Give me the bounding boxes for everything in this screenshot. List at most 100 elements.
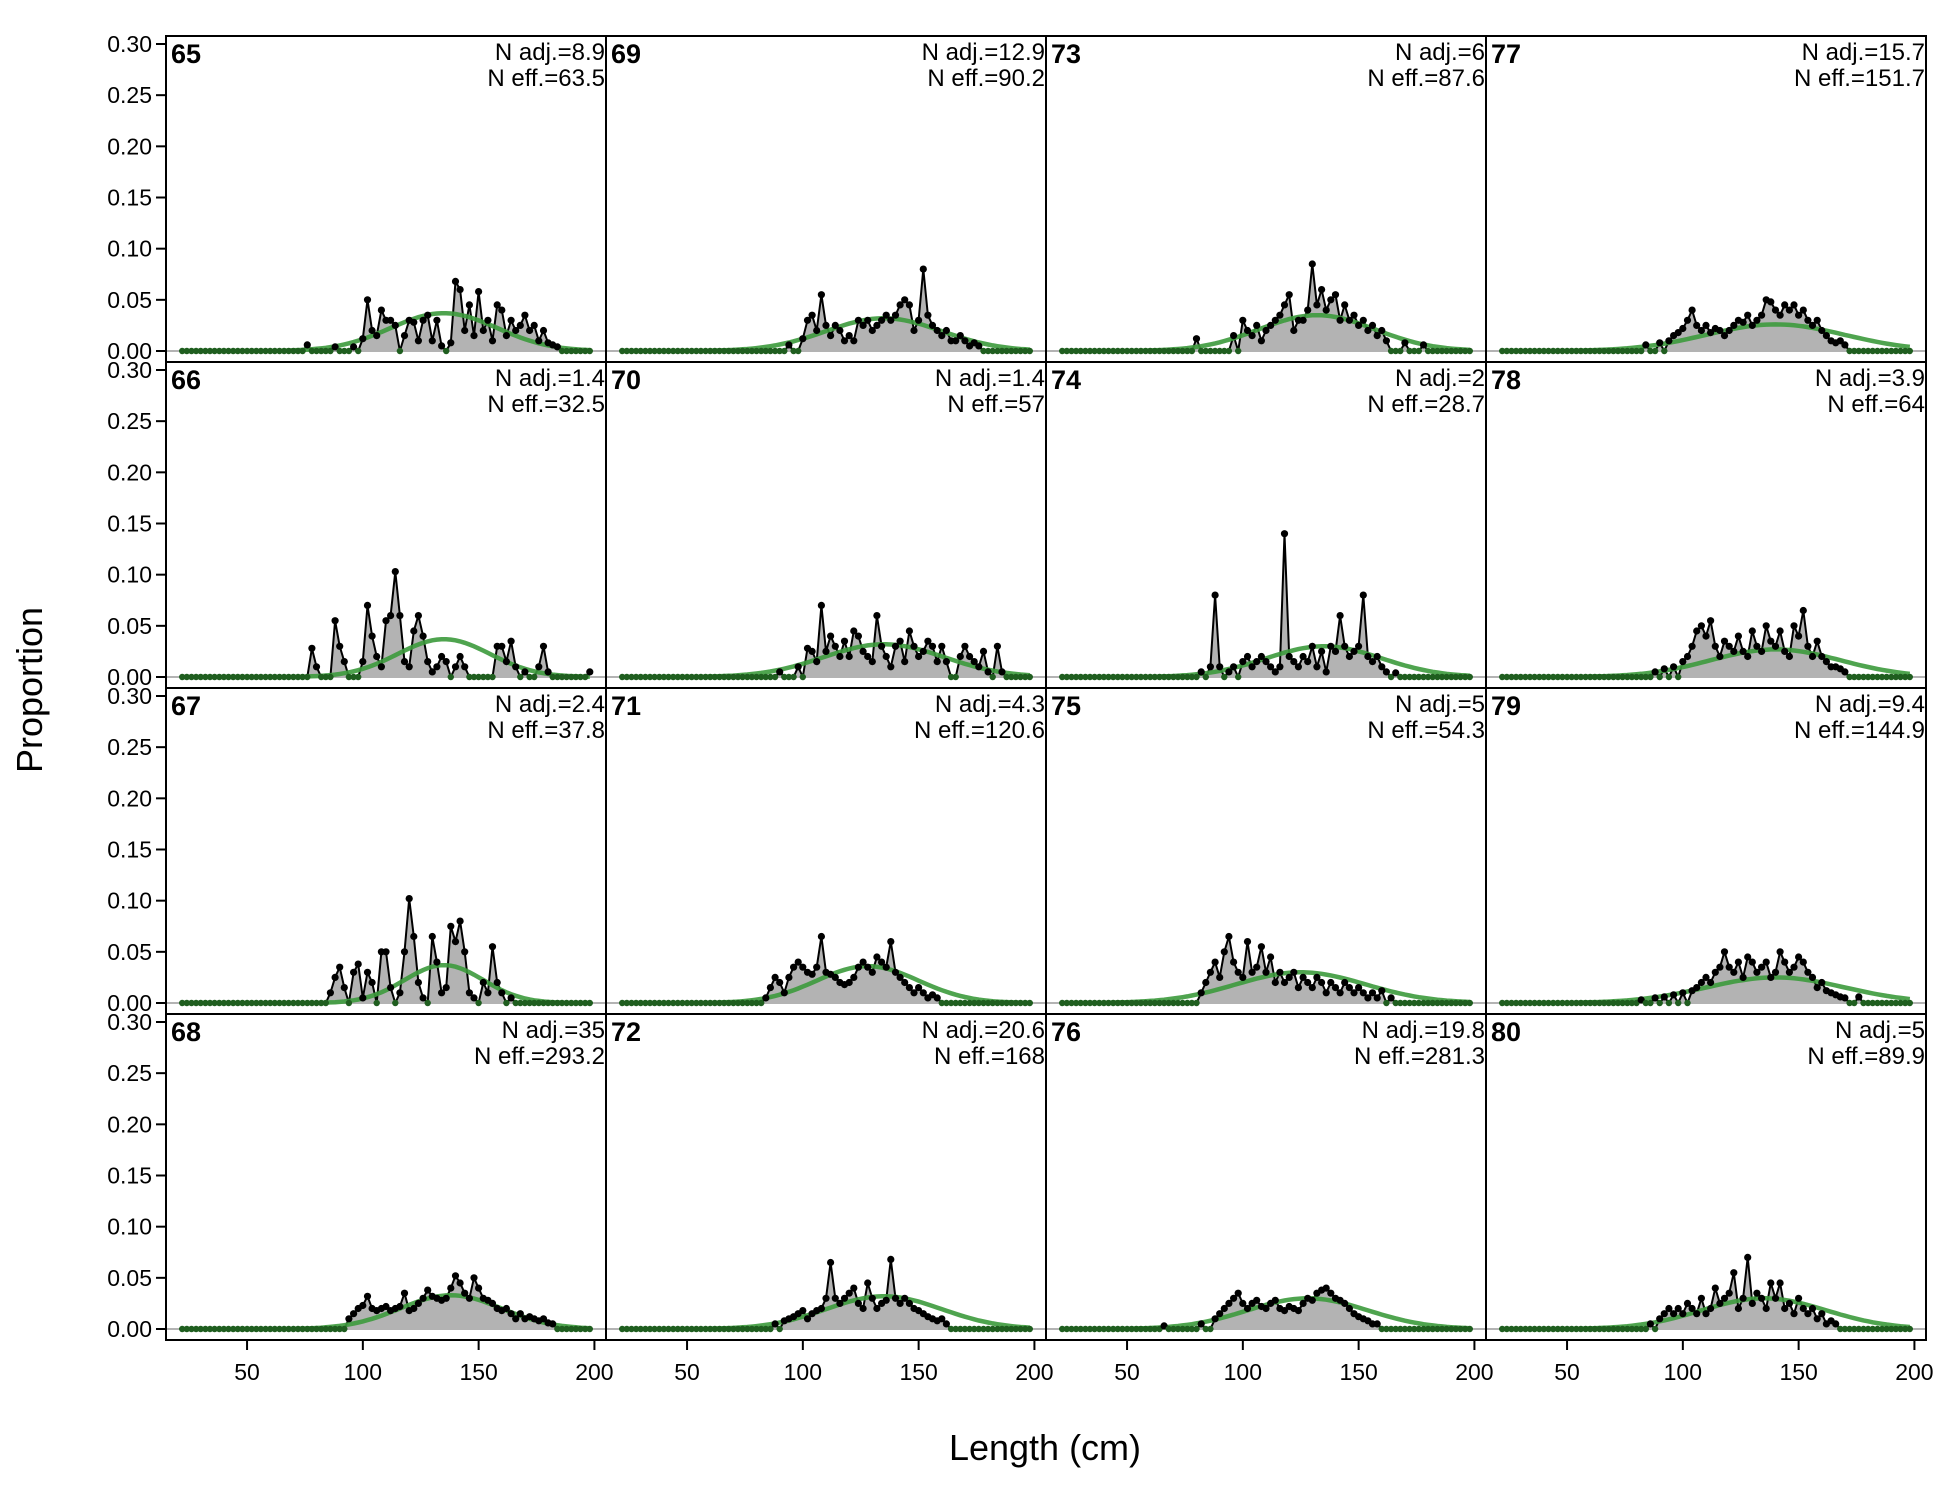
observed-point — [642, 347, 649, 355]
observed-point — [1605, 673, 1612, 681]
observed-point — [206, 1325, 214, 1333]
observed-point — [1345, 1304, 1353, 1313]
observed-point — [1795, 632, 1803, 640]
observed-point — [1851, 347, 1858, 355]
observed-point — [345, 1315, 353, 1323]
observed-point — [299, 999, 306, 1007]
observed-point — [1716, 1299, 1724, 1307]
observed-point — [419, 1294, 427, 1302]
observed-point — [947, 999, 955, 1007]
observed-point — [197, 999, 204, 1007]
observed-point — [1100, 347, 1108, 355]
y-tick-label: 0.10 — [107, 888, 152, 914]
observed-point — [1559, 999, 1566, 1007]
panel-67: 67 N adj.=2.4N eff.=37.8 — [165, 687, 607, 1015]
observed-point — [540, 999, 547, 1007]
n-adj-text: N adj.=20.6 — [922, 1017, 1045, 1044]
observed-point — [1508, 347, 1515, 355]
observed-point — [1675, 999, 1682, 1007]
observed-point — [901, 978, 909, 987]
n-adj-text: N adj.=1.4 — [935, 365, 1045, 392]
n-adj-text: N adj.=9.4 — [1815, 691, 1925, 718]
y-tick-label: 0.05 — [107, 1265, 152, 1291]
observed-point — [1308, 984, 1316, 992]
observed-point — [539, 1315, 548, 1323]
observed-point — [623, 347, 630, 355]
observed-point — [919, 989, 927, 997]
observed-point — [1285, 973, 1293, 982]
observed-point — [1197, 1320, 1205, 1328]
observed-point — [1573, 673, 1580, 681]
observed-point — [1359, 316, 1367, 324]
observed-point — [1197, 668, 1205, 676]
observed-point — [697, 999, 705, 1007]
observed-point — [526, 326, 534, 335]
observed-point — [711, 347, 718, 355]
observed-point — [1591, 347, 1599, 355]
observed-point — [1438, 347, 1446, 355]
observed-point — [785, 973, 793, 982]
y-tick-label: 0.00 — [107, 990, 152, 1016]
observed-point — [1008, 673, 1015, 681]
observed-point — [1257, 943, 1265, 951]
observed-point — [1776, 627, 1784, 635]
observed-point — [1897, 673, 1904, 681]
observed-point — [891, 1294, 900, 1302]
observed-point — [651, 673, 658, 681]
observed-point — [1878, 1325, 1886, 1333]
observed-point — [1341, 978, 1349, 987]
observed-point — [942, 658, 951, 666]
observed-point — [1568, 1325, 1575, 1333]
observed-point — [1331, 647, 1340, 656]
observed-point — [1675, 673, 1682, 681]
observed-point — [1026, 999, 1034, 1007]
observed-point — [1271, 668, 1279, 676]
observed-point — [308, 347, 316, 355]
observed-point — [202, 1325, 209, 1333]
observed-point — [350, 1310, 358, 1318]
observed-point — [688, 347, 695, 355]
observed-point — [531, 673, 538, 681]
observed-point — [577, 347, 584, 355]
observed-point — [1790, 963, 1798, 971]
observed-area — [182, 281, 590, 351]
observed-point — [845, 332, 853, 340]
observed-point — [1568, 673, 1575, 681]
observed-point — [966, 652, 974, 661]
observed-point — [891, 642, 900, 650]
observed-point — [1123, 673, 1131, 681]
observed-point — [447, 673, 454, 681]
observed-point — [1716, 652, 1724, 661]
observed-point — [1378, 663, 1386, 671]
observed-point — [340, 658, 348, 666]
x-tick-label: 50 — [1554, 1359, 1580, 1385]
observed-point — [377, 306, 385, 314]
n-eff-text: N eff.=37.8 — [487, 717, 605, 744]
observed-point — [336, 347, 343, 355]
observed-point — [1239, 973, 1247, 982]
n-eff-text: N eff.=57 — [947, 391, 1045, 418]
observed-point — [910, 989, 918, 997]
observed-point — [1758, 647, 1766, 656]
observed-point — [1202, 1325, 1210, 1333]
observed-point — [716, 1325, 723, 1333]
observed-point — [516, 1310, 524, 1318]
observed-point — [1600, 673, 1608, 681]
observed-point — [1748, 958, 1756, 966]
panel-74: 74 N adj.=2N eff.=28.7 — [1045, 361, 1487, 689]
observed-point — [1577, 999, 1585, 1007]
observed-point — [553, 343, 562, 351]
observed-point — [994, 1325, 1001, 1333]
observed-point — [331, 1325, 339, 1333]
observed-point — [396, 989, 404, 997]
observed-point — [568, 999, 575, 1007]
observed-point — [1499, 347, 1506, 355]
observed-point — [433, 316, 441, 324]
observed-point — [1605, 1325, 1612, 1333]
observed-point — [451, 277, 460, 285]
observed-point — [1587, 1325, 1594, 1333]
observed-point — [419, 632, 427, 640]
observed-point — [1192, 335, 1201, 343]
observed-point — [1536, 999, 1543, 1007]
